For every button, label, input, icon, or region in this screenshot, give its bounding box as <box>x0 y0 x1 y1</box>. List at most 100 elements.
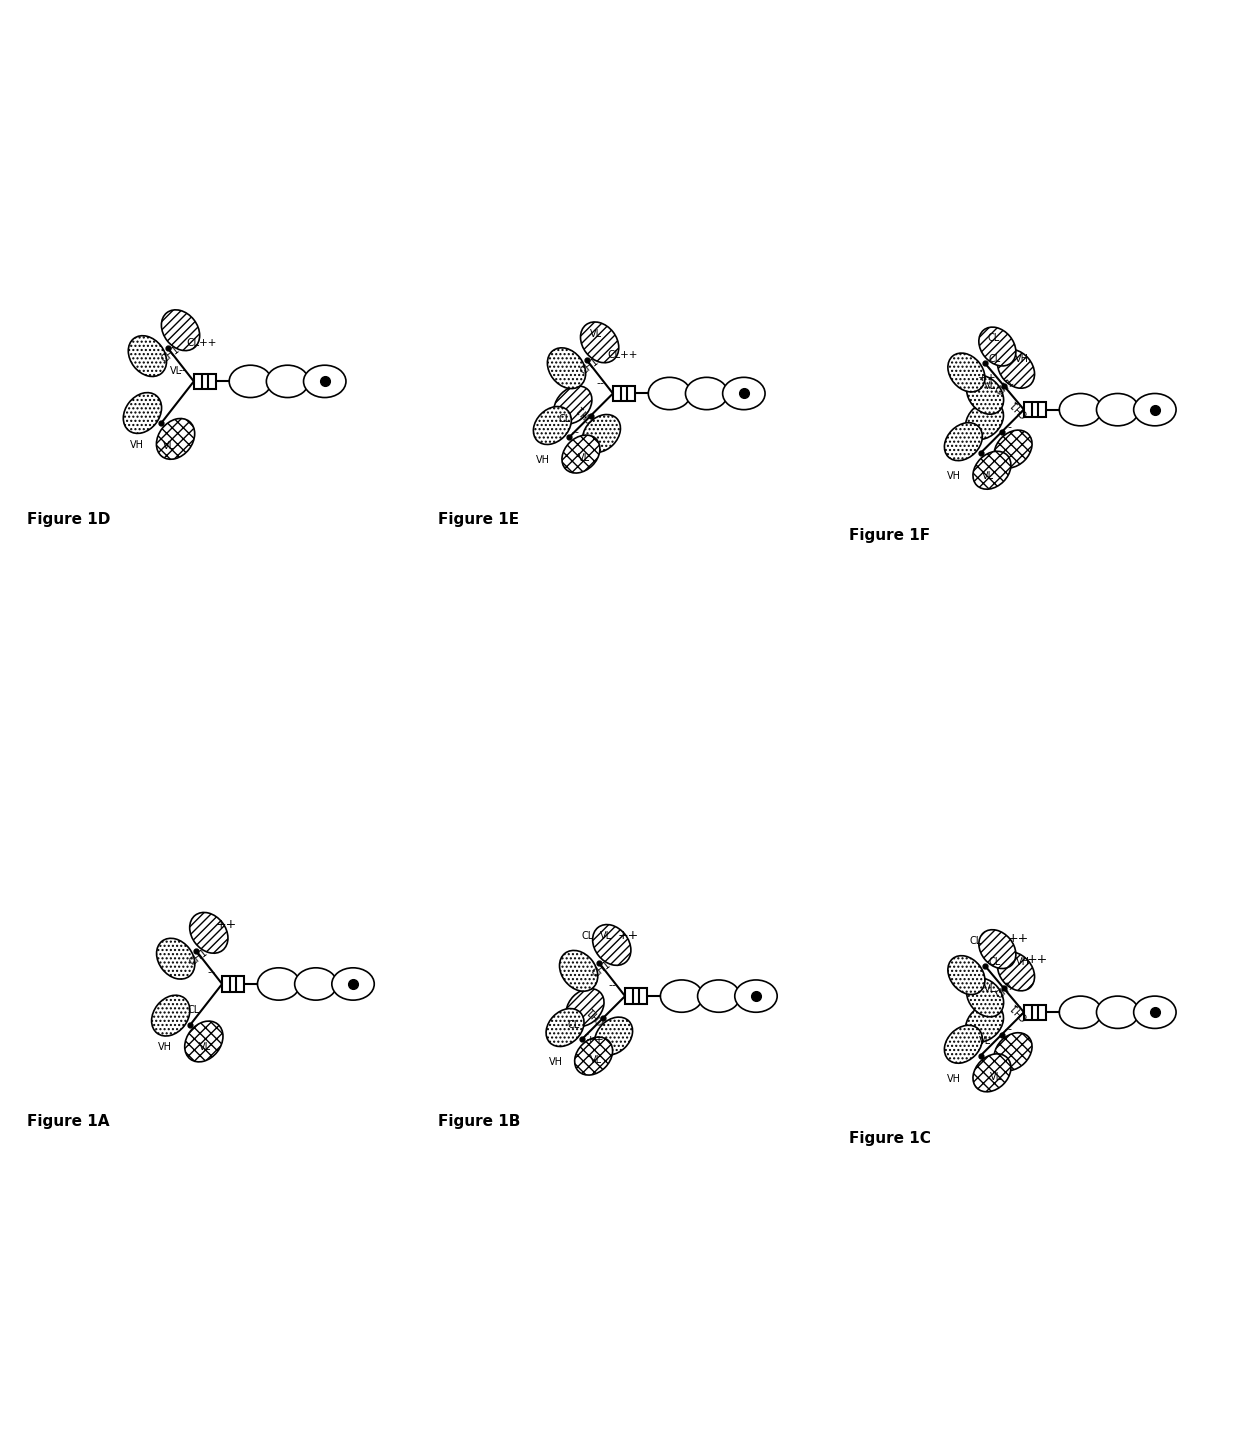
Text: -: - <box>1014 399 1018 409</box>
Text: CH1: CH1 <box>994 980 1016 1000</box>
Text: VH: VH <box>1014 355 1029 365</box>
Ellipse shape <box>966 402 1003 439</box>
Ellipse shape <box>997 952 1034 991</box>
Ellipse shape <box>735 980 777 1012</box>
Text: CH1: CH1 <box>579 356 601 376</box>
Ellipse shape <box>1133 997 1176 1028</box>
Text: VL: VL <box>990 1072 1002 1083</box>
Text: ++: ++ <box>1027 952 1048 967</box>
Text: ++: ++ <box>587 1035 605 1045</box>
Ellipse shape <box>258 968 300 1000</box>
Ellipse shape <box>593 925 631 965</box>
Text: CL: CL <box>988 957 1001 967</box>
Text: CL: CL <box>970 935 982 945</box>
Text: CH1: CH1 <box>1008 1000 1029 1021</box>
Text: VL: VL <box>170 366 182 376</box>
Bar <box>1024 1005 1047 1020</box>
Ellipse shape <box>994 430 1032 468</box>
Text: CL++: CL++ <box>608 350 637 360</box>
Ellipse shape <box>649 378 691 409</box>
Ellipse shape <box>304 365 346 398</box>
Text: VL: VL <box>600 931 613 941</box>
Text: --: -- <box>609 981 616 990</box>
Text: CL: CL <box>582 931 594 941</box>
Text: --: -- <box>572 428 579 438</box>
Text: Figure 1E: Figure 1E <box>438 512 520 526</box>
Text: Figure 1B: Figure 1B <box>438 1114 521 1130</box>
Text: --: -- <box>1004 1024 1012 1034</box>
Ellipse shape <box>546 1008 584 1047</box>
Text: Figure 1A: Figure 1A <box>27 1114 109 1130</box>
Ellipse shape <box>945 1025 982 1064</box>
Text: CL: CL <box>988 355 1001 365</box>
Text: Figure 1C: Figure 1C <box>849 1131 931 1145</box>
Ellipse shape <box>973 1054 1011 1093</box>
Text: --: -- <box>1013 1001 1021 1011</box>
Text: VL: VL <box>578 453 590 463</box>
Ellipse shape <box>1096 997 1138 1028</box>
Ellipse shape <box>947 955 985 994</box>
Text: VH: VH <box>157 1041 171 1051</box>
Ellipse shape <box>123 393 161 433</box>
Text: --: -- <box>179 366 187 376</box>
Text: CH1: CH1 <box>994 378 1016 398</box>
Text: CH1: CH1 <box>590 960 613 980</box>
Bar <box>193 373 216 389</box>
Text: CL: CL <box>558 413 570 423</box>
Text: CH1: CH1 <box>160 345 182 365</box>
Ellipse shape <box>156 419 195 459</box>
Text: CL++: CL++ <box>187 337 217 347</box>
Text: ++: ++ <box>1007 932 1029 945</box>
Text: -: - <box>1008 422 1012 432</box>
Ellipse shape <box>559 951 598 991</box>
Ellipse shape <box>994 1032 1032 1071</box>
Ellipse shape <box>966 978 1003 1017</box>
Bar <box>222 977 244 991</box>
Text: ++: ++ <box>977 373 996 383</box>
Text: VL: VL <box>982 472 993 482</box>
Text: --: -- <box>207 967 215 977</box>
Ellipse shape <box>554 386 591 423</box>
Ellipse shape <box>332 968 374 1000</box>
Text: Figure 1D: Figure 1D <box>27 512 110 526</box>
Ellipse shape <box>723 378 765 409</box>
Ellipse shape <box>686 378 728 409</box>
Text: VL: VL <box>983 382 996 392</box>
Text: VH: VH <box>947 472 961 482</box>
Ellipse shape <box>574 1037 613 1075</box>
Ellipse shape <box>583 415 620 452</box>
Text: CH1: CH1 <box>574 402 595 423</box>
Ellipse shape <box>1059 997 1101 1028</box>
Ellipse shape <box>978 327 1016 366</box>
Ellipse shape <box>1096 393 1138 426</box>
Ellipse shape <box>997 349 1034 388</box>
Text: VH: VH <box>129 440 144 450</box>
Ellipse shape <box>156 938 195 980</box>
Ellipse shape <box>978 930 1016 968</box>
Text: VH: VH <box>549 1057 563 1067</box>
Ellipse shape <box>185 1021 223 1062</box>
Ellipse shape <box>562 435 600 473</box>
Text: ++: ++ <box>618 930 639 942</box>
Text: VL: VL <box>983 984 996 994</box>
Text: CL: CL <box>187 1005 200 1015</box>
Text: CH1: CH1 <box>585 1004 608 1025</box>
Bar <box>625 988 647 1004</box>
Ellipse shape <box>295 968 337 1000</box>
Ellipse shape <box>661 980 703 1012</box>
Text: VH: VH <box>947 1074 961 1084</box>
Text: --: -- <box>596 378 605 388</box>
Ellipse shape <box>973 452 1011 489</box>
Text: VL: VL <box>162 440 175 450</box>
Text: VL: VL <box>980 1035 992 1045</box>
Bar <box>613 386 635 402</box>
Text: CH1: CH1 <box>1008 398 1029 419</box>
Ellipse shape <box>580 322 619 363</box>
Ellipse shape <box>966 1004 1003 1042</box>
Text: Figure 1F: Figure 1F <box>849 528 930 543</box>
Ellipse shape <box>698 980 740 1012</box>
Ellipse shape <box>533 406 572 445</box>
Text: VL: VL <box>590 329 601 339</box>
Ellipse shape <box>567 988 604 1027</box>
Text: VL: VL <box>200 1042 211 1052</box>
